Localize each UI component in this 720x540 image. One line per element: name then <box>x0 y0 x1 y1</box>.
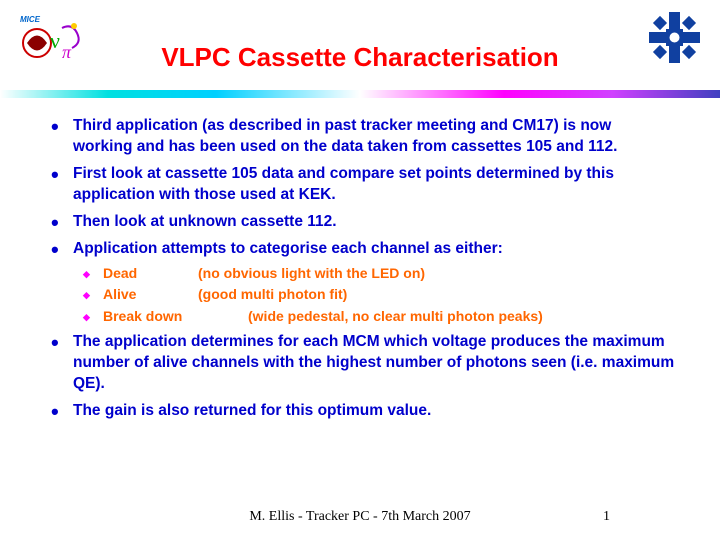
footer-text: M. Ellis - Tracker PC - 7th March 2007 <box>0 509 720 525</box>
main-bullet-list: Third application (as described in past … <box>45 116 675 422</box>
sub-bullet-list: Dead(no obvious light with the LED on) A… <box>73 264 675 327</box>
sub-label: Break down <box>103 307 248 326</box>
sub-label: Alive <box>103 285 198 304</box>
sub-desc: (no obvious light with the LED on) <box>198 265 425 281</box>
divider-gradient <box>0 90 720 98</box>
bullet-item: First look at cassette 105 data and comp… <box>73 164 675 206</box>
sub-bullet-item: Alive(good multi photon fit) <box>103 285 675 304</box>
bullet-item: Then look at unknown cassette 112. <box>73 212 675 233</box>
slide-title: VLPC Cassette Characterisation <box>161 42 558 73</box>
svg-text:MICE: MICE <box>20 15 41 24</box>
sub-desc: (wide pedestal, no clear multi photon pe… <box>248 308 543 324</box>
sub-bullet-item: Dead(no obvious light with the LED on) <box>103 264 675 283</box>
content-area: Third application (as described in past … <box>0 98 720 422</box>
header: MICE ν π VLPC Cassette Characterisation <box>0 0 720 90</box>
institution-logo <box>647 10 702 65</box>
page-number: 1 <box>603 509 610 525</box>
sub-bullet-item: Break down(wide pedestal, no clear multi… <box>103 307 675 326</box>
mice-logo: MICE ν π <box>12 8 92 68</box>
bullet-item: The gain is also returned for this optim… <box>73 401 675 422</box>
svg-text:ν: ν <box>50 28 60 53</box>
bullet-item: Third application (as described in past … <box>73 116 675 158</box>
sub-label: Dead <box>103 264 198 283</box>
bullet-text: Application attempts to categorise each … <box>73 240 503 257</box>
sub-desc: (good multi photon fit) <box>198 286 347 302</box>
bullet-item: Application attempts to categorise each … <box>73 239 675 327</box>
svg-text:π: π <box>62 42 72 62</box>
bullet-item: The application determines for each MCM … <box>73 332 675 395</box>
